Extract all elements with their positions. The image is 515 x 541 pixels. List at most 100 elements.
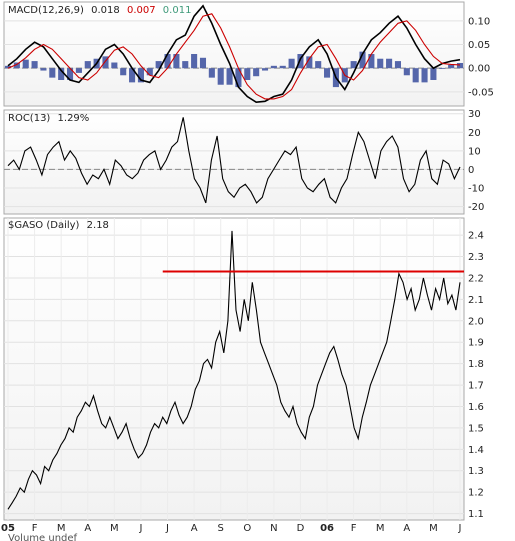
macd-histogram-bar [261,68,269,71]
price-series-gaso [7,230,461,510]
macd-histogram-bar [84,61,91,69]
macd-histogram-bar [288,58,295,69]
macd-histogram-bar [66,68,74,80]
x-tick-label: O [243,523,251,534]
macd-histogram-bar [386,58,393,69]
macd-histogram-bar [377,58,384,69]
macd-histogram-bar [182,61,189,69]
price-ytick-label: 1.7 [468,381,484,392]
macd-histogram-bar [155,61,162,69]
x-axis: 05 F M A M J J A S O N D 06 F M A M J [1,523,461,534]
macd-histogram-bar [58,68,65,80]
roc-legend-value: 1.29% [58,113,90,124]
macd-ytick-label: 0.05 [468,40,490,51]
roc-ytick-label: 20 [468,128,481,139]
x-tick-label: J [165,523,169,534]
macd-histogram-bar [297,54,304,69]
price-ytick-label: 2.4 [468,231,484,242]
x-tick-label: M [429,523,438,534]
x-tick-label: N [270,523,277,534]
macd-legend-value: 0.018 [91,5,120,16]
price-ytick-label: 1.9 [468,338,484,349]
roc-ytick-label: -20 [468,202,484,213]
roc-ytick-label: 30 [468,109,481,120]
price-ytick-label: 1.4 [468,445,484,456]
macd-histogram-bar [270,65,277,69]
macd-series-macd [7,4,461,104]
macd-histogram-bar [430,68,437,80]
roc-ytick-label: -10 [468,184,484,195]
macd-histogram-bar [448,64,455,69]
macd-histogram-bar [129,68,136,83]
macd-histogram-bar [306,56,313,69]
x-tick-label: A [191,523,198,534]
x-tick-label: 06 [320,523,334,534]
footer-text: Volume undef [8,533,78,541]
macd-histogram-bar [456,62,464,69]
macd-histogram-bar [75,68,82,73]
macd-ytick-label: -0.05 [468,87,494,98]
macd-histogram-bar [324,68,331,78]
macd-histogram-bar [22,59,29,69]
macd-histogram-bar [394,61,402,69]
macd-legend-histogram: 0.011 [163,5,192,16]
roc-title: ROC(13) 1.29% [8,113,89,124]
roc-plot-area [3,109,465,215]
macd-histogram-bar [217,68,224,85]
price-ytick-label: 2.0 [468,316,484,327]
price-title-prefix: $GASO (Daily) [8,220,80,231]
price-title: $GASO (Daily) 2.18 [8,220,109,231]
macd-histogram-bar [146,68,153,76]
x-tick-label: A [84,523,91,534]
price-ytick-label: 2.3 [468,252,484,263]
macd-histogram-bar [40,68,47,71]
macd-legend-signal: 0.007 [127,5,156,16]
macd-histogram-bar [13,62,20,69]
x-tick-label: M [110,523,119,534]
x-tick-label: J [458,523,462,534]
roc-ytick-label: 10 [468,146,481,157]
price-panel: 2.4 2.3 2.2 2.1 2.0 1.9 1.8 1.7 1.6 1.5 1.4 1.3 1.2 1… [3,217,484,521]
macd-histogram-bar [102,56,109,69]
x-tick-label: A [403,523,410,534]
macd-ytick-label: 0.00 [468,64,490,75]
macd-histogram-bar [173,54,180,69]
x-tick-label: M [57,523,66,534]
price-ytick-label: 1.3 [468,466,484,477]
macd-histogram-bar [403,68,410,76]
roc-ytick-label: 0 [468,165,474,176]
price-ytick-label: 1.1 [468,509,484,520]
price-ytick-label: 1.2 [468,488,484,499]
macd-title: MACD(12,26,9) 0.018 0.007 0.011 [8,5,191,16]
price-legend-value: 2.18 [87,220,109,231]
roc-panel: 30 20 10 0 -10 -20 ROC(13) 1.29% [3,109,484,215]
macd-histogram-bar [49,68,56,78]
x-tick-label: S [218,523,224,534]
x-tick-label: D [297,523,305,534]
x-tick-label: 05 [1,523,15,534]
x-tick-label: F [351,523,357,534]
macd-histogram-bar [253,68,260,77]
roc-series-roc [7,117,461,204]
macd-histogram-bar [359,51,366,69]
macd-histogram-bar [226,68,233,85]
roc-title-prefix: ROC(13) [8,113,50,124]
macd-histogram-bar [244,68,251,80]
price-ytick-label: 2.1 [468,295,484,306]
macd-histogram-bar [137,68,144,83]
macd-histogram-bar [120,68,127,76]
macd-histogram-bar [191,54,198,69]
macd-histogram-bar [235,68,242,88]
macd-histogram-bar [208,68,215,78]
macd-panel: 0.10 0.05 0.00 -0.05 MACD(12,26,9) 0.018 0.… [3,1,494,107]
macd-histogram-bar [350,61,357,69]
price-ytick-label: 1.5 [468,423,484,434]
macd-histogram-bar [279,65,286,69]
x-tick-label: F [32,523,38,534]
macd-plot-area [3,1,465,107]
macd-histogram-bar [421,68,428,83]
macd-histogram-bar [439,68,446,69]
macd-histogram-bar [315,61,322,69]
macd-histogram-bar [368,54,375,69]
